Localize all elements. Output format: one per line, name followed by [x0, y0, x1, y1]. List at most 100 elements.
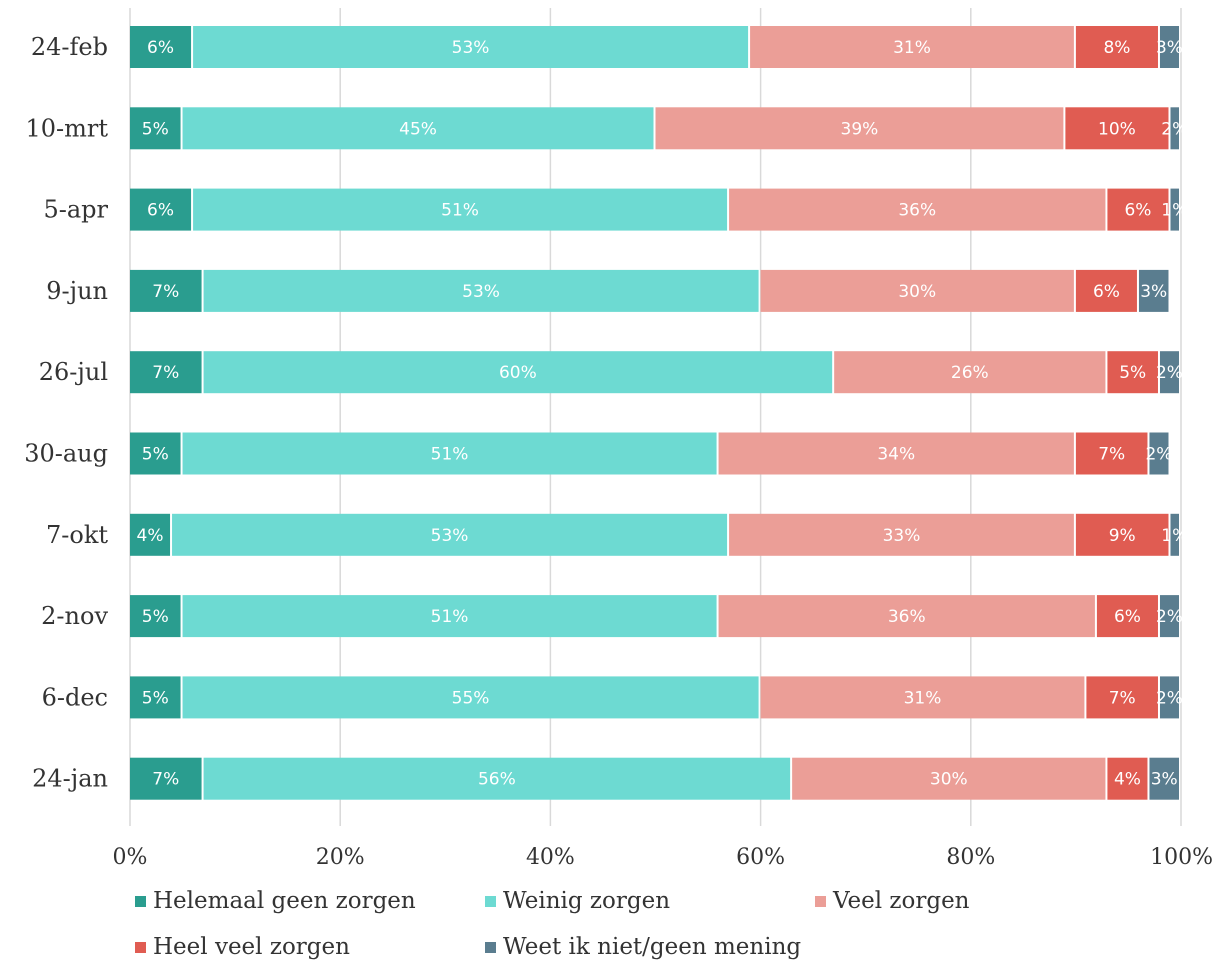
- legend-label: Weinig zorgen: [503, 888, 671, 914]
- data-label: 9%: [1109, 526, 1136, 546]
- bar-segment: [1159, 351, 1179, 394]
- x-tick-label: 0%: [113, 845, 148, 870]
- data-label: 45%: [399, 119, 437, 139]
- category-label: 6-dec: [42, 683, 108, 711]
- bar-segment: [130, 107, 181, 150]
- data-label: 51%: [431, 445, 469, 465]
- bar-segment: [1065, 107, 1169, 150]
- bar-segment: [182, 676, 759, 719]
- bar-segment: [1149, 432, 1169, 475]
- data-label: 10%: [1098, 119, 1136, 139]
- bar-segment: [760, 269, 1074, 312]
- bar-segment: [1107, 188, 1169, 231]
- x-tick-label: 20%: [316, 845, 365, 870]
- bar-segment: [130, 513, 171, 556]
- data-label: 56%: [478, 770, 516, 790]
- x-tick-label: 80%: [946, 845, 995, 870]
- data-label: 6%: [1093, 282, 1120, 302]
- legend-label: Heel veel zorgen: [153, 934, 350, 960]
- x-tick-label: 60%: [736, 845, 785, 870]
- data-label: 2%: [1156, 363, 1183, 383]
- data-label: 36%: [888, 607, 926, 627]
- bar-segment: [130, 432, 181, 475]
- bar-segment: [172, 513, 728, 556]
- x-tick-label: 100%: [1150, 845, 1213, 870]
- bar-segment: [1096, 595, 1158, 638]
- data-label: 2%: [1156, 688, 1183, 708]
- data-label: 36%: [898, 201, 936, 221]
- bar-segment: [130, 676, 181, 719]
- bar-segment: [182, 432, 717, 475]
- data-label: 34%: [877, 445, 915, 465]
- bar-segment: [1170, 513, 1179, 556]
- category-label: 2-nov: [41, 602, 108, 630]
- data-label: 6%: [1114, 607, 1141, 627]
- data-label: 3%: [1140, 282, 1167, 302]
- category-label: 24-feb: [31, 33, 108, 61]
- bar-segment: [1075, 26, 1158, 68]
- data-label: 30%: [930, 770, 968, 790]
- data-label: 39%: [841, 119, 879, 139]
- bar-segment: [1170, 188, 1179, 231]
- legend-label: Veel zorgen: [833, 888, 970, 914]
- data-label: 51%: [431, 607, 469, 627]
- category-label: 5-apr: [43, 196, 108, 224]
- data-label: 6%: [1124, 201, 1151, 221]
- bar-segment: [130, 351, 202, 394]
- legend-item: Heel veel zorgen: [135, 934, 350, 960]
- data-label: 53%: [431, 526, 469, 546]
- data-label: 5%: [142, 607, 169, 627]
- data-label: 7%: [1098, 445, 1125, 465]
- data-label: 6%: [147, 38, 174, 58]
- bar-segment: [834, 351, 1106, 394]
- bars: 6% 53% 31% 8% 3% 5% 45% 39% 10% 2% 6% 51% 36% 6% 1% 7% 5…: [130, 26, 1188, 800]
- bar-segment: [130, 595, 181, 638]
- data-label: 5%: [142, 119, 169, 139]
- x-axis-tick-labels: 0% 20% 40% 60% 80% 100%: [113, 845, 1213, 870]
- bar-segment: [729, 513, 1074, 556]
- data-label: 7%: [1109, 688, 1136, 708]
- bar-segment: [792, 757, 1106, 800]
- data-label: 5%: [142, 688, 169, 708]
- data-label: 26%: [951, 363, 989, 383]
- bar-segment: [203, 757, 791, 800]
- bar-segment: [1107, 351, 1158, 394]
- data-label: 3%: [1151, 770, 1178, 790]
- bar-segment: [1138, 269, 1169, 312]
- bar-segment: [203, 269, 759, 312]
- category-label: 9-jun: [46, 277, 108, 305]
- bar-segment: [130, 26, 192, 68]
- bar-segment: [1075, 513, 1169, 556]
- data-label: 1%: [1161, 201, 1188, 221]
- data-label: 5%: [142, 445, 169, 465]
- data-label: 33%: [883, 526, 921, 546]
- bar-segment: [182, 107, 654, 150]
- data-label: 6%: [147, 201, 174, 221]
- bar-segment: [1159, 676, 1179, 719]
- bar-segment: [130, 269, 202, 312]
- data-label: 2%: [1161, 119, 1188, 139]
- data-label: 7%: [152, 770, 179, 790]
- bar-segment: [182, 595, 717, 638]
- category-label: 7-okt: [46, 521, 108, 549]
- data-label: 31%: [893, 38, 931, 58]
- bar-segment: [193, 26, 749, 68]
- legend-label: Helemaal geen zorgen: [153, 888, 416, 914]
- data-label: 53%: [462, 282, 500, 302]
- legend-item: Weinig zorgen: [485, 888, 670, 914]
- data-label: 3%: [1156, 38, 1183, 58]
- x-tick-label: 40%: [526, 845, 575, 870]
- data-label: 55%: [452, 688, 490, 708]
- legend-item: Veel zorgen: [815, 888, 970, 914]
- data-label: 2%: [1156, 607, 1183, 627]
- data-label: 51%: [441, 201, 479, 221]
- category-label: 24-jan: [32, 765, 108, 793]
- legend-label: Weet ik niet/geen mening: [503, 934, 802, 960]
- data-label: 30%: [898, 282, 936, 302]
- bar-segment: [193, 188, 728, 231]
- bar-segment: [130, 188, 192, 231]
- bar-segment: [203, 351, 833, 394]
- data-label: 7%: [152, 282, 179, 302]
- legend-swatch: [135, 895, 146, 907]
